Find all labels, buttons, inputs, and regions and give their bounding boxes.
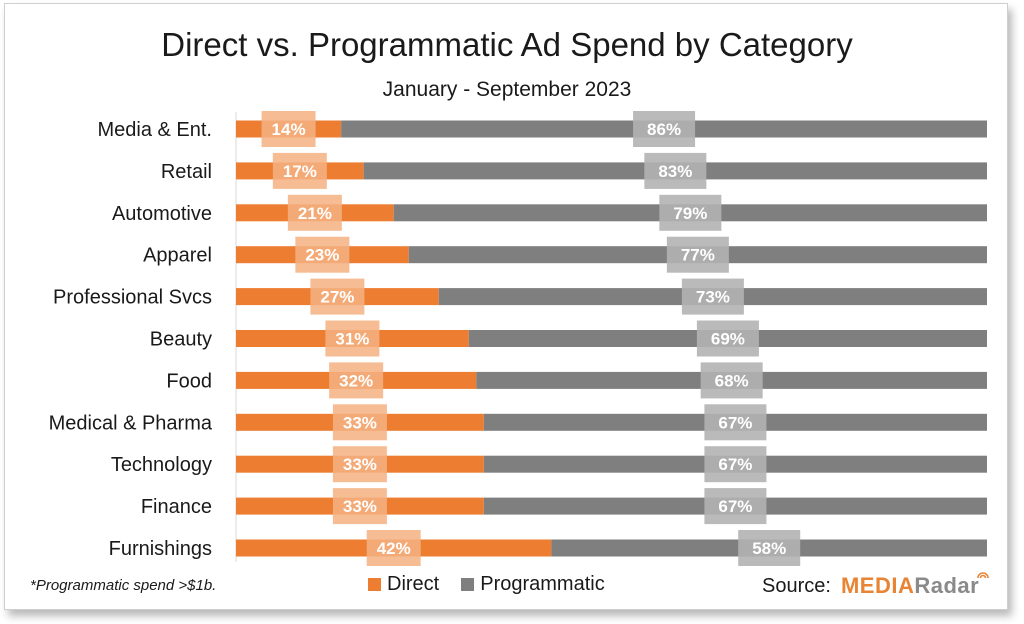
legend-item-direct: Direct — [368, 573, 439, 596]
category-label: Technology — [111, 454, 212, 476]
data-label-direct: 27% — [320, 288, 354, 307]
legend-label-direct: Direct — [387, 573, 440, 595]
legend-label-programmatic: Programmatic — [480, 573, 605, 595]
source-label: Source: — [762, 574, 831, 597]
category-label: Automotive — [112, 203, 212, 225]
data-label-bg-programmatic — [704, 488, 767, 525]
data-label-programmatic: 69% — [711, 330, 745, 349]
legend-swatch-programmatic — [461, 578, 475, 591]
data-label-direct: 14% — [272, 120, 306, 139]
legend-item-programmatic: Programmatic — [461, 573, 605, 596]
data-label-direct: 42% — [377, 539, 411, 558]
data-label-programmatic: 67% — [718, 497, 752, 516]
data-label-direct: 31% — [335, 330, 369, 349]
data-label-direct: 17% — [283, 162, 317, 181]
data-label-programmatic: 58% — [752, 539, 786, 558]
data-label-bg-direct — [310, 278, 365, 315]
footnote: *Programmatic spend >$1b. — [30, 577, 217, 594]
category-label: Food — [166, 370, 212, 392]
data-label-programmatic: 83% — [658, 162, 692, 181]
category-label: Apparel — [143, 245, 212, 267]
data-label-direct: 33% — [343, 413, 377, 432]
data-label-bg-programmatic — [644, 152, 707, 189]
radar-signal-icon — [977, 572, 989, 579]
data-label-direct: 21% — [298, 204, 332, 223]
category-label: Retail — [161, 161, 212, 183]
data-label-bg-programmatic — [704, 446, 767, 483]
data-label-programmatic: 67% — [718, 413, 752, 432]
data-label-bg-programmatic — [666, 236, 729, 273]
data-label-bg-direct — [366, 530, 421, 566]
chart-subtitle: January - September 2023 — [382, 78, 632, 101]
logo-text-radar: Radar — [914, 573, 980, 598]
data-label-bg-programmatic — [681, 278, 744, 315]
data-label-direct: 32% — [339, 371, 373, 390]
chart-title: Direct vs. Programmatic Ad Spend by Cate… — [161, 26, 853, 63]
data-label-bg-programmatic — [696, 320, 759, 357]
data-label-bg-direct — [332, 488, 387, 525]
data-label-bg-direct — [325, 320, 380, 357]
data-label-bg-programmatic — [659, 194, 722, 231]
data-label-programmatic: 68% — [715, 371, 749, 390]
source-credit: Source: MEDIA Radar — [762, 572, 991, 599]
data-label-bg-direct — [261, 111, 316, 147]
logo-text-media: MEDIA — [840, 573, 915, 598]
category-label: Professional Svcs — [53, 287, 212, 309]
data-label-bg-direct — [332, 446, 387, 483]
category-label: Furnishings — [109, 538, 212, 560]
category-label: Beauty — [150, 329, 212, 351]
data-label-bg-programmatic — [704, 404, 767, 441]
mediaradar-logo: MEDIA Radar — [840, 572, 991, 599]
legend-swatch-direct — [368, 578, 381, 591]
data-label-direct: 33% — [343, 455, 377, 474]
data-label-bg-programmatic — [738, 530, 801, 566]
data-label-programmatic: 79% — [673, 204, 707, 223]
data-label-bg-direct — [332, 404, 387, 441]
data-label-programmatic: 77% — [681, 246, 715, 265]
data-label-programmatic: 86% — [647, 120, 681, 139]
data-label-bg-direct — [295, 236, 350, 273]
data-label-bg-direct — [287, 194, 342, 231]
category-label: Media & Ent. — [97, 119, 212, 141]
legend: Direct Programmatic — [368, 573, 627, 596]
data-label-bg-programmatic — [700, 362, 763, 399]
data-label-direct: 23% — [305, 246, 339, 265]
data-label-programmatic: 67% — [718, 455, 752, 474]
data-label-direct: 33% — [343, 497, 377, 516]
data-label-bg-direct — [272, 152, 327, 189]
data-label-bg-programmatic — [633, 111, 696, 147]
data-label-bg-direct — [329, 362, 384, 399]
category-label: Medical & Pharma — [49, 412, 213, 434]
category-label: Finance — [141, 496, 212, 518]
data-label-programmatic: 73% — [696, 288, 730, 307]
